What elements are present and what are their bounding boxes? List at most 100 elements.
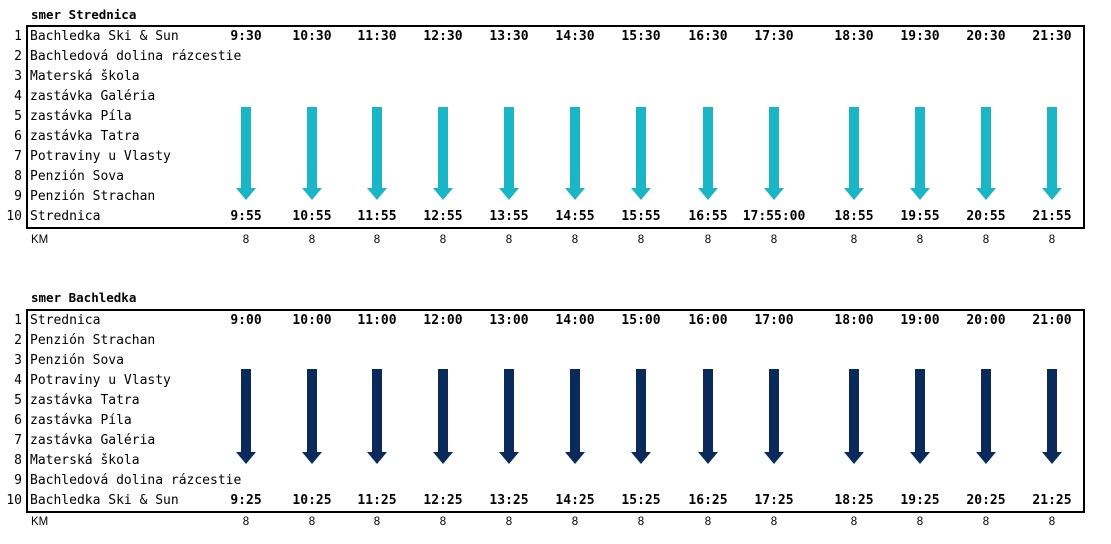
stop-number: 4: [14, 89, 22, 104]
stop-number: 7: [14, 433, 22, 448]
stop-number: 1: [14, 29, 22, 44]
arrival-time: 16:25: [688, 493, 728, 508]
departure-time: 10:00: [292, 313, 332, 328]
down-arrow-icon: [565, 107, 585, 200]
down-arrow-icon: [302, 107, 322, 200]
down-arrow-icon: [631, 107, 651, 200]
stop-number: 3: [14, 353, 22, 368]
stop-number: 8: [14, 453, 22, 468]
departure-time: 9:30: [230, 29, 262, 44]
stop-number: 5: [14, 393, 22, 408]
stop-name: Bachledka Ski & Sun: [30, 493, 179, 508]
stop-name: Bachledová dolina rázcestie: [30, 49, 242, 64]
departure-time: 13:30: [489, 29, 529, 44]
stop-number: 10: [6, 493, 22, 508]
stop-name: zastávka Píla: [30, 413, 132, 428]
km-value: 8: [1048, 234, 1056, 246]
km-value: 8: [770, 234, 778, 246]
km-value: 8: [637, 234, 645, 246]
section-title: smer Strednica: [31, 7, 137, 22]
departure-time: 19:30: [900, 29, 940, 44]
stop-number: 5: [14, 109, 22, 124]
km-value: 8: [982, 516, 990, 528]
arrival-time: 19:25: [900, 493, 940, 508]
down-arrow-icon: [910, 107, 930, 200]
arrival-time: 9:55: [230, 209, 262, 224]
departure-time: 17:30: [754, 29, 794, 44]
departure-time: 12:30: [423, 29, 463, 44]
down-arrow-icon: [1042, 369, 1062, 464]
km-value: 8: [308, 516, 316, 528]
stop-number: 9: [14, 189, 22, 204]
departure-time: 21:00: [1032, 313, 1072, 328]
km-value: 8: [982, 234, 990, 246]
stop-number: 3: [14, 69, 22, 84]
arrival-time: 12:25: [423, 493, 463, 508]
departure-time: 14:30: [555, 29, 595, 44]
down-arrow-icon: [236, 107, 256, 200]
arrival-time: 21:55: [1032, 209, 1072, 224]
stop-name: Penzión Strachan: [30, 333, 156, 348]
km-value: 8: [439, 234, 447, 246]
down-arrow-icon: [433, 107, 453, 200]
stop-number: 8: [14, 169, 22, 184]
km-value: 8: [704, 516, 712, 528]
down-arrow-icon: [631, 369, 651, 464]
down-arrow-icon: [367, 107, 387, 200]
arrival-time: 14:55: [555, 209, 595, 224]
km-value: 8: [439, 516, 447, 528]
down-arrow-icon: [565, 369, 585, 464]
arrival-time: 17:55:00: [742, 209, 806, 224]
section-title: smer Bachledka: [31, 290, 137, 305]
down-arrow-icon: [976, 107, 996, 200]
down-arrow-icon: [236, 369, 256, 464]
arrival-time: 18:25: [834, 493, 874, 508]
down-arrow-icon: [910, 369, 930, 464]
departure-time: 20:30: [966, 29, 1006, 44]
arrival-time: 14:25: [555, 493, 595, 508]
departure-time: 18:30: [834, 29, 874, 44]
arrival-time: 18:55: [834, 209, 874, 224]
stop-name: zastávka Galéria: [30, 433, 156, 448]
km-value: 8: [637, 516, 645, 528]
stop-number: 2: [14, 49, 22, 64]
departure-time: 19:00: [900, 313, 940, 328]
arrival-time: 20:25: [966, 493, 1006, 508]
km-value: 8: [916, 234, 924, 246]
timetable-box: [26, 309, 1085, 513]
km-label: KM: [31, 516, 49, 528]
km-value: 8: [850, 234, 858, 246]
arrival-time: 15:25: [621, 493, 661, 508]
km-value: 8: [571, 234, 579, 246]
down-arrow-icon: [499, 369, 519, 464]
timetable-box: [26, 25, 1085, 229]
departure-time: 11:00: [357, 313, 397, 328]
stop-name: zastávka Galéria: [30, 89, 156, 104]
stop-name: Materská škola: [30, 69, 140, 84]
km-value: 8: [373, 234, 381, 246]
stop-number: 6: [14, 129, 22, 144]
departure-time: 21:30: [1032, 29, 1072, 44]
down-arrow-icon: [764, 369, 784, 464]
departure-time: 18:00: [834, 313, 874, 328]
down-arrow-icon: [499, 107, 519, 200]
km-value: 8: [916, 516, 924, 528]
stop-number: 7: [14, 149, 22, 164]
departure-time: 16:00: [688, 313, 728, 328]
km-value: 8: [770, 516, 778, 528]
departure-time: 14:00: [555, 313, 595, 328]
km-value: 8: [308, 234, 316, 246]
stop-name: Penzión Strachan: [30, 189, 156, 204]
stop-name: zastávka Tatra: [30, 129, 140, 144]
km-label: KM: [31, 234, 49, 246]
arrival-time: 9:25: [230, 493, 262, 508]
km-value: 8: [571, 516, 579, 528]
arrival-time: 12:55: [423, 209, 463, 224]
down-arrow-icon: [1042, 107, 1062, 200]
arrival-time: 15:55: [621, 209, 661, 224]
departure-time: 16:30: [688, 29, 728, 44]
stop-name: Penzión Sova: [30, 169, 124, 184]
km-value: 8: [242, 234, 250, 246]
arrival-time: 10:25: [292, 493, 332, 508]
arrival-time: 11:25: [357, 493, 397, 508]
